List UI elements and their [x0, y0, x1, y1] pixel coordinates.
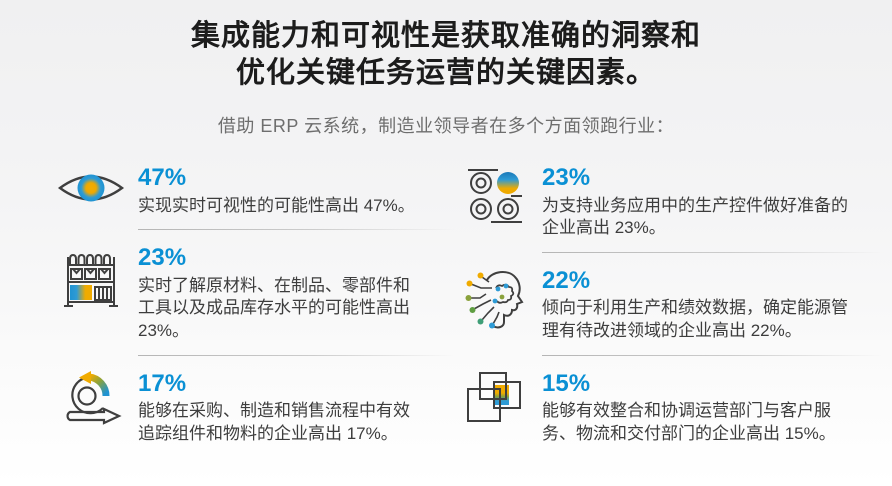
integration-squares-icon [460, 370, 530, 428]
stat-block-energy-data: 22% 倾向于利用生产和绩效数据，确定能源管理有待改进领域的企业高出 22%。 [460, 267, 884, 343]
stat-percent: 23% [542, 164, 591, 191]
inventory-rack-icon [56, 244, 126, 312]
stat-block-production-controls: 23% 为支持业务应用中的生产控件做好准备的企业高出 23%。 [460, 164, 884, 240]
title-line-1: 集成能力和可视性是获取准确的洞察和 [190, 20, 701, 52]
divider [138, 354, 456, 356]
stat-percent: 22% [542, 266, 591, 294]
stat-block-tracking: 17% 能够在采购、制造和销售流程中有效追踪组件和物料的企业高出 17%。 [56, 370, 456, 446]
divider [542, 354, 884, 356]
page-subtitle: 借助 ERP 云系统，制造业领导者在多个方面领跑行业： [217, 116, 675, 136]
page-title: 集成能力和可视性是获取准确的洞察和 优化关键任务运营的关键因素。 [0, 18, 892, 92]
divider [542, 251, 884, 253]
stat-percent: 17% [138, 369, 187, 397]
stat-percent: 47% [138, 164, 187, 191]
stat-block-visibility: 47% 实现实时可视性的可能性高出 47%。 [56, 164, 456, 217]
stat-desc: 能够在采购、制造和销售流程中有效追踪组件和物料的企业高出 17%。 [138, 401, 410, 443]
stat-desc: 实时了解原材料、在制品、零部件和工具以及成品库存水平的可能性高出 23%。 [138, 275, 410, 341]
stat-desc: 实现实时可视性的可能性高出 47%。 [138, 195, 415, 215]
stat-desc: 能够有效整合和协调运营部门与客户服务、物流和交付部门的企业高出 15%。 [542, 401, 836, 443]
stat-desc: 倾向于利用生产和绩效数据，确定能源管理有待改进领域的企业高出 22%。 [542, 298, 848, 341]
production-rollers-icon [460, 164, 530, 226]
stat-percent: 23% [138, 244, 187, 272]
header: 集成能力和可视性是获取准确的洞察和 优化关键任务运营的关键因素。 借助 ERP … [0, 0, 892, 138]
process-loop-arrow-icon [56, 370, 126, 432]
ai-head-circuit-icon [460, 267, 530, 333]
stat-percent: 15% [542, 369, 591, 397]
eye-icon [56, 164, 126, 212]
stat-block-inventory: 23% 实时了解原材料、在制品、零部件和工具以及成品库存水平的可能性高出 23%… [56, 244, 456, 342]
divider [138, 229, 456, 231]
stats-column-left: 47% 实现实时可视性的可能性高出 47%。 [56, 164, 456, 445]
stats-column-right: 23% 为支持业务应用中的生产控件做好准备的企业高出 23%。 [460, 164, 884, 445]
stat-block-integration: 15% 能够有效整合和协调运营部门与客户服务、物流和交付部门的企业高出 15%。 [460, 370, 884, 446]
title-line-2: 优化关键任务运营的关键因素。 [235, 57, 656, 89]
stat-desc: 为支持业务应用中的生产控件做好准备的企业高出 23%。 [542, 195, 848, 238]
stats-grid: 47% 实现实时可视性的可能性高出 47%。 [0, 138, 892, 445]
